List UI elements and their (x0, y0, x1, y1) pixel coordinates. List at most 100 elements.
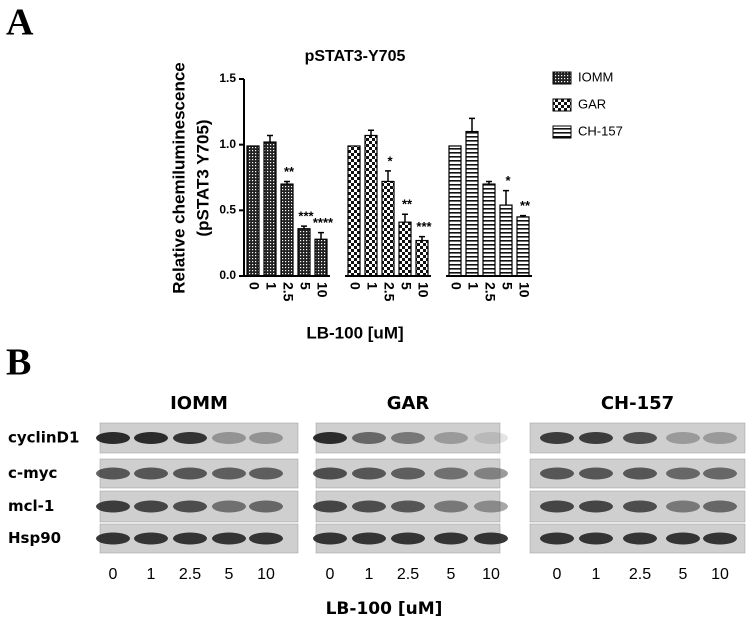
x-tick-label: 10 (314, 282, 330, 298)
x-tick-label: 5 (398, 282, 414, 290)
x-tick-label: 5 (297, 282, 313, 290)
blot-band (212, 432, 246, 444)
lane-label: 0 (109, 566, 118, 583)
y-tick-label: 1.5 (219, 71, 236, 85)
legend-swatch (552, 125, 572, 139)
error-bar (284, 180, 290, 185)
lane-label: 2.5 (629, 566, 651, 583)
blot-band (540, 432, 574, 444)
bar (297, 228, 311, 277)
x-tick-label: 5 (499, 282, 515, 290)
blot-band (623, 467, 657, 480)
blot-band (703, 500, 737, 513)
blot-band (434, 500, 468, 513)
x-tick-label: 1 (465, 282, 481, 290)
blot-band (313, 532, 347, 545)
bar (482, 183, 496, 277)
error-bar (486, 180, 492, 185)
legend-swatch (552, 98, 572, 112)
x-tick-label: 1 (364, 282, 380, 290)
lane-label: 2.5 (179, 566, 201, 583)
lane-label: 5 (225, 566, 234, 583)
error-bar (301, 225, 307, 229)
bar (516, 216, 530, 277)
bar (314, 238, 328, 277)
bar (465, 130, 479, 277)
x-tick-label: 2.5 (482, 282, 498, 302)
bar (347, 145, 361, 277)
blot-group-title: CH-157 (601, 393, 674, 414)
blot-band (352, 432, 386, 444)
blot-band (313, 467, 347, 480)
lane-label: 10 (482, 566, 500, 583)
blot-row-label: c-myc (8, 464, 57, 482)
bar (280, 183, 294, 277)
blot-band (579, 532, 613, 545)
blot-band (173, 467, 207, 480)
legend-swatch (552, 71, 572, 85)
lane-label: 1 (365, 566, 374, 583)
error-bar (267, 134, 273, 143)
lane-label: 10 (257, 566, 275, 583)
bar (246, 145, 260, 277)
blot-band (313, 432, 347, 444)
blot-row-label: mcl-1 (8, 497, 54, 515)
legend-label: GAR (578, 96, 606, 111)
error-bar (503, 189, 509, 206)
lane-label: 0 (553, 566, 562, 583)
blot-band (474, 532, 508, 545)
blot-band (352, 532, 386, 545)
lane-label: 5 (447, 566, 456, 583)
y-axis-label: (pSTAT3 Y705) (193, 119, 212, 236)
blot-band (391, 432, 425, 444)
blot-group-title: GAR (387, 393, 430, 414)
blot-row-label: Hsp90 (8, 529, 61, 547)
blot-band (134, 532, 168, 545)
error-bar (385, 170, 391, 182)
bar (415, 239, 429, 277)
blot-band (703, 532, 737, 545)
blot-band (134, 432, 168, 444)
x-tick-label: 2.5 (381, 282, 397, 302)
x-tick-label: 0 (448, 282, 464, 290)
lane-label: 2.5 (397, 566, 419, 583)
blot-band (391, 532, 425, 545)
blot-band (474, 467, 508, 480)
blot-band (212, 467, 246, 480)
x-axis-label: LB-100 [uM] (306, 323, 403, 342)
bar (499, 204, 513, 277)
lane-label: 10 (711, 566, 729, 583)
legend-label: IOMM (578, 69, 613, 84)
bar (263, 141, 277, 277)
error-bar (368, 129, 374, 136)
blot-band (434, 532, 468, 545)
blot-band (540, 467, 574, 480)
blot-band (173, 500, 207, 513)
blot-band (96, 432, 130, 444)
significance-label: ** (284, 164, 295, 179)
blot-band (540, 532, 574, 545)
blot-band (134, 467, 168, 480)
blot-band (623, 500, 657, 513)
panel-label: B (6, 342, 31, 384)
blot-band (96, 500, 130, 513)
blot-band (623, 532, 657, 545)
significance-label: *** (416, 219, 432, 234)
blot-band (474, 500, 508, 513)
bar (448, 145, 462, 277)
bar (364, 134, 378, 277)
bar (398, 221, 412, 277)
y-tick-label: 0.0 (219, 268, 236, 282)
blot-band (579, 432, 613, 444)
blot-band (96, 532, 130, 545)
blot-band (391, 500, 425, 513)
lane-label: 0 (326, 566, 335, 583)
blot-band (249, 432, 283, 444)
lane-label: 5 (679, 566, 688, 583)
blot-band (249, 500, 283, 513)
lane-label: 1 (592, 566, 601, 583)
blot-band (249, 467, 283, 480)
x-axis-label: LB-100 [uM] (326, 599, 443, 619)
significance-label: **** (313, 215, 334, 230)
